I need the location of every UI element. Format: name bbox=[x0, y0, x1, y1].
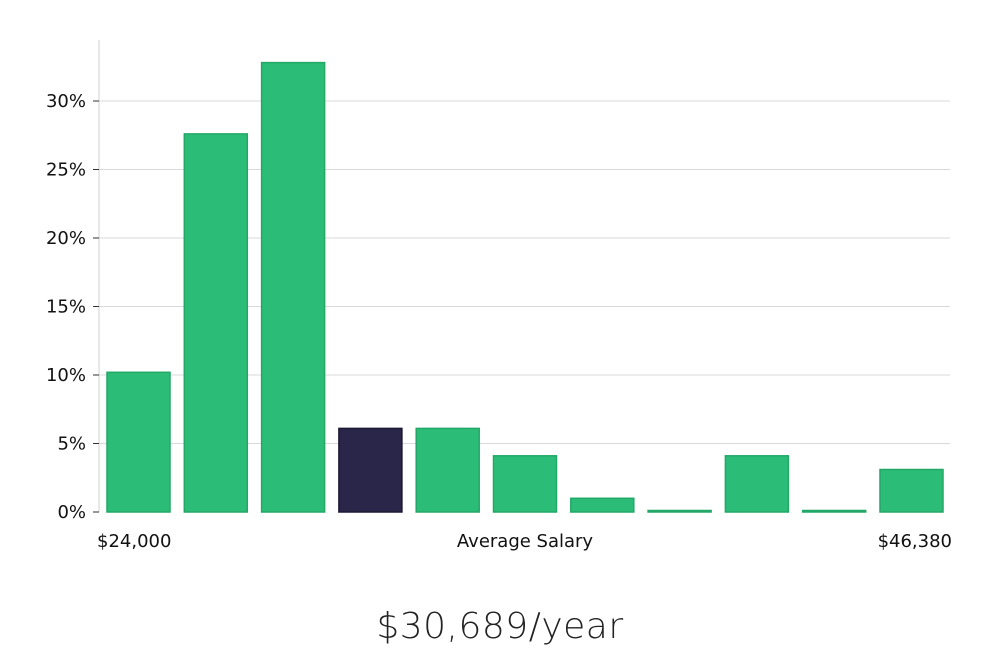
bar bbox=[106, 371, 171, 513]
bar bbox=[647, 509, 712, 513]
bar bbox=[724, 455, 790, 513]
bar bbox=[879, 468, 944, 513]
y-tick-label: 0% bbox=[57, 502, 86, 523]
average-salary-value: $30,689/year bbox=[376, 606, 624, 647]
bar bbox=[260, 61, 326, 513]
y-tick-label: 20% bbox=[46, 228, 86, 249]
bar-highlighted bbox=[338, 427, 403, 513]
bar bbox=[492, 455, 558, 513]
bar bbox=[183, 133, 249, 513]
x-axis-title: Average Salary bbox=[457, 531, 594, 552]
y-tick-label: 10% bbox=[46, 365, 86, 386]
x-max-label: $46,380 bbox=[878, 531, 952, 552]
y-tick-label: 5% bbox=[57, 434, 86, 455]
salary-histogram: 0% 5% 10% 15% 20% 25% 30% $24,000 Average Sala… bbox=[46, 40, 952, 552]
bar bbox=[801, 509, 867, 513]
bars bbox=[106, 61, 944, 513]
y-tick-label: 15% bbox=[46, 297, 86, 318]
y-tick-labels: 0% 5% 10% 15% 20% 25% 30% bbox=[46, 91, 99, 523]
bar bbox=[570, 497, 635, 513]
y-tick-label: 30% bbox=[46, 91, 86, 112]
y-tick-label: 25% bbox=[46, 160, 86, 181]
x-min-label: $24,000 bbox=[97, 531, 171, 552]
bar bbox=[415, 427, 480, 513]
